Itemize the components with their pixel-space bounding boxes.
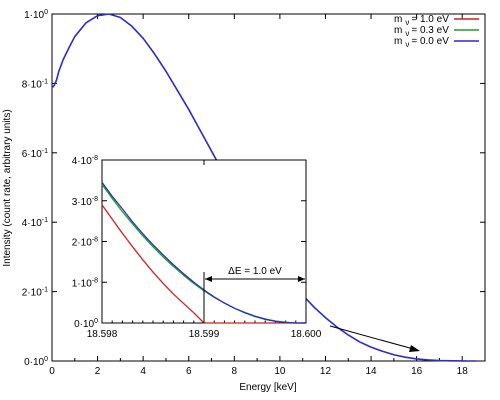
legend-entry-label: m ν = 1.0 eV — [394, 14, 449, 27]
main-x-tick-label: 16 — [411, 366, 423, 377]
main-x-tick-label: 14 — [365, 366, 377, 377]
legend-symbol: m — [394, 14, 402, 25]
inset-y-tick-label: 2·10-8 — [72, 237, 98, 249]
inset-y-tick-label-base: 3·10 — [72, 197, 92, 208]
annotation-arrowhead-right — [298, 276, 305, 282]
legend-entry-label: m ν = 0.0 eV — [394, 36, 449, 49]
main-y-tick-label-exp: -1 — [42, 287, 48, 294]
inset-y-tick-label-base: 4·10 — [72, 156, 92, 167]
main-x-tick-label: 10 — [274, 366, 286, 377]
main-y-tick-label: 8·10-1 — [22, 78, 48, 90]
inset-y-tick-label: 1·10-8 — [72, 277, 98, 289]
inset-y-tick-label-base: 1·10 — [72, 278, 92, 289]
legend-value: = 0.3 eV — [411, 25, 449, 36]
main-y-tick-label: 0·100 — [24, 356, 48, 368]
inset-y-tick-label-exp: -8 — [92, 155, 98, 162]
inset-y-tick-label-base: 0·10 — [74, 319, 94, 330]
main-y-tick-label: 6·10-1 — [22, 148, 48, 160]
inset-x-tick-label: 18.599 — [189, 329, 220, 340]
main-y-tick-label-exp: -1 — [42, 217, 48, 224]
inset-y-tick-label-exp: 0 — [94, 318, 98, 325]
main-y-tick-label-base: 2·10 — [22, 288, 42, 299]
main-x-tick-label: 2 — [95, 366, 101, 377]
legend-subscript: ν — [405, 29, 409, 38]
main-y-tick-label-exp: -1 — [42, 78, 48, 85]
main-y-tick-label: 2·10-1 — [22, 287, 48, 299]
y-axis-label: Intensity (count rate, arbitrary units) — [2, 109, 13, 266]
main-y-tick-label-base: 0·10 — [24, 357, 44, 368]
main-plot-frame — [51, 13, 486, 362]
main-y-tick-label: 4·10-1 — [22, 217, 48, 229]
main-y-tick-label-base: 6·10 — [22, 149, 42, 160]
legend-value: = 1.0 eV — [411, 14, 449, 25]
annotation-arrowhead-left — [205, 276, 212, 282]
inset-y-tick-label: 4·10-8 — [72, 155, 98, 167]
main-y-tick-label-exp: 0 — [44, 356, 48, 363]
inset-y-tick-label-exp: -8 — [92, 196, 98, 203]
main-y-tick-label-base: 4·10 — [22, 218, 42, 229]
legend-subscript: ν — [405, 18, 409, 27]
legend: m ν = 1.0 eVm ν = 0.3 eVm ν = 0.0 eV — [394, 14, 479, 49]
main-y-tick-label: 1·100 — [24, 9, 48, 21]
main-y-tick-label-base: 8·10 — [22, 79, 42, 90]
annotation-label: ΔE = 1.0 eV — [228, 266, 282, 277]
main-x-tick-label: 6 — [186, 366, 192, 377]
delta-e-annotation: ΔE = 1.0 eV — [203, 266, 307, 323]
legend-entry-label: m ν = 0.3 eV — [394, 25, 449, 38]
legend-symbol: m — [394, 36, 402, 47]
main-x-tick-label: 12 — [320, 366, 332, 377]
zoom-arrow — [329, 325, 420, 352]
inset-y-tick-label-exp: -8 — [92, 237, 98, 244]
main-y-tick-label-exp: -1 — [42, 148, 48, 155]
main-x-tick-label: 0 — [49, 366, 55, 377]
legend-subscript: ν — [405, 40, 409, 49]
inset-y-tick-label-base: 2·10 — [72, 238, 92, 249]
main-x-tick-label: 8 — [232, 366, 238, 377]
x-axis-label: Energy [keV] — [239, 382, 296, 393]
legend-value: = 0.0 eV — [411, 36, 449, 47]
main-y-tick-label-base: 1·10 — [24, 10, 44, 21]
inset-y-tick-label: 3·10-8 — [72, 196, 98, 208]
inset-y-tick-label-exp: -8 — [92, 277, 98, 284]
main-x-tick-label: 18 — [457, 366, 469, 377]
main-y-tick-label-exp: 0 — [44, 9, 48, 16]
inset-y-tick-label: 0·100 — [74, 318, 98, 330]
inset-plot: 18.598 18.599 18.600 0·1001·10-82·10-83·10… — [72, 155, 322, 340]
inset-x-tick-label: 18.600 — [291, 329, 322, 340]
inset-series-line — [101, 204, 306, 324]
main-x-tick-label: 4 — [140, 366, 146, 377]
inset-x-tick-label: 18.598 — [87, 329, 118, 340]
legend-symbol: m — [394, 25, 402, 36]
